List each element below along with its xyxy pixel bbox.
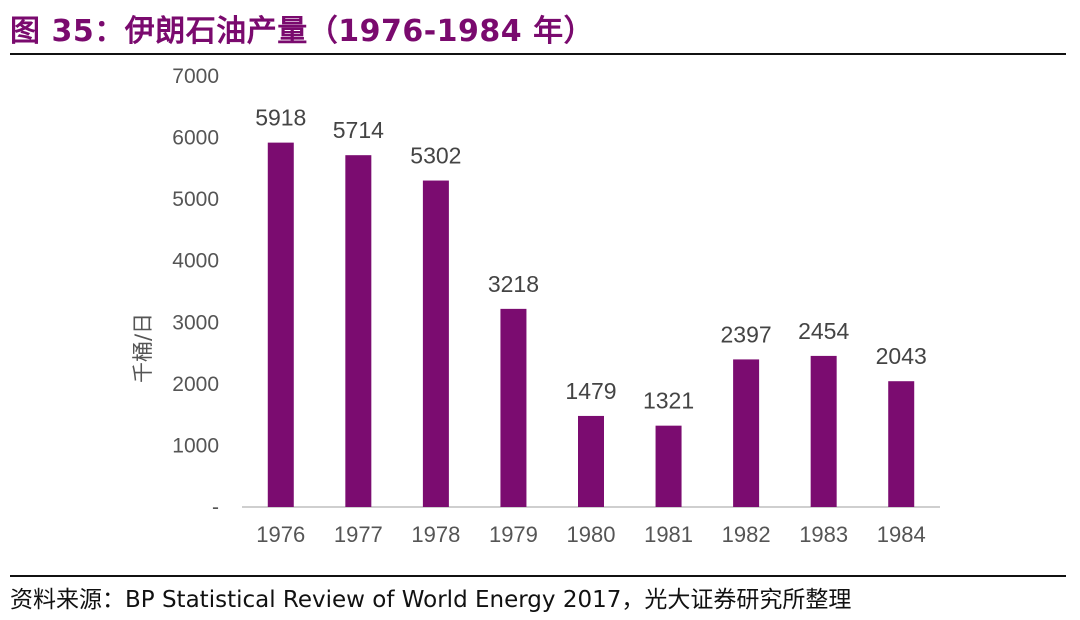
x-tick-label: 1978 [411, 522, 460, 547]
figure-title: 图 35：伊朗石油产量（1976-1984 年） [10, 14, 595, 49]
bar [810, 355, 837, 507]
chart-canvas: - 1000 2000 3000 4000 5000 6000 7000 千桶/日 5918 197… [131, 65, 940, 547]
x-tick-label: 1984 [877, 522, 926, 547]
data-label: 2454 [798, 318, 849, 344]
x-tick-label: 1983 [799, 522, 848, 547]
data-label: 5918 [255, 105, 306, 131]
data-label: 2043 [876, 343, 927, 369]
x-tick-label: 1979 [489, 522, 538, 547]
bar [500, 308, 527, 507]
bar [345, 155, 372, 507]
bar [655, 425, 682, 507]
y-axis-title: 千桶/日 [131, 313, 155, 383]
title-divider [10, 53, 1066, 55]
data-label: 5302 [410, 143, 461, 169]
y-tick-label: 1000 [172, 434, 219, 457]
data-label: 1321 [643, 388, 694, 414]
x-tick-label: 1982 [722, 522, 771, 547]
bar [267, 142, 294, 507]
y-tick-label: 2000 [172, 373, 219, 396]
bar [578, 415, 604, 507]
bar-chart: - 1000 2000 3000 4000 5000 6000 7000 千桶/日 5918 197… [0, 56, 1080, 574]
x-tick-label: 1977 [334, 522, 383, 547]
x-tick-label: 1980 [567, 522, 616, 547]
source-divider [10, 575, 1066, 577]
data-label: 5714 [333, 117, 384, 143]
x-tick-label: 1981 [644, 522, 693, 547]
data-label: 3218 [488, 271, 539, 297]
y-tick-label: - [212, 496, 219, 519]
y-tick-label: 5000 [172, 188, 219, 211]
data-label: 2397 [721, 321, 772, 347]
bar [733, 359, 760, 507]
data-label: 1479 [565, 378, 616, 404]
y-tick-label: 3000 [172, 311, 219, 334]
bar [888, 381, 915, 507]
y-tick-label: 4000 [172, 250, 219, 273]
bar [422, 180, 449, 507]
y-tick-label: 6000 [172, 127, 219, 150]
source-note: 资料来源：BP Statistical Review of World Ener… [10, 587, 852, 613]
x-tick-label: 1976 [256, 522, 305, 547]
y-tick-label: 7000 [172, 65, 219, 88]
